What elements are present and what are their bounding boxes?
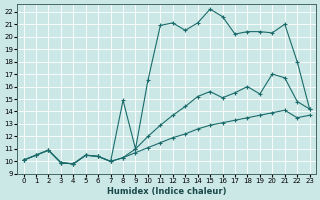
- X-axis label: Humidex (Indice chaleur): Humidex (Indice chaleur): [107, 187, 226, 196]
